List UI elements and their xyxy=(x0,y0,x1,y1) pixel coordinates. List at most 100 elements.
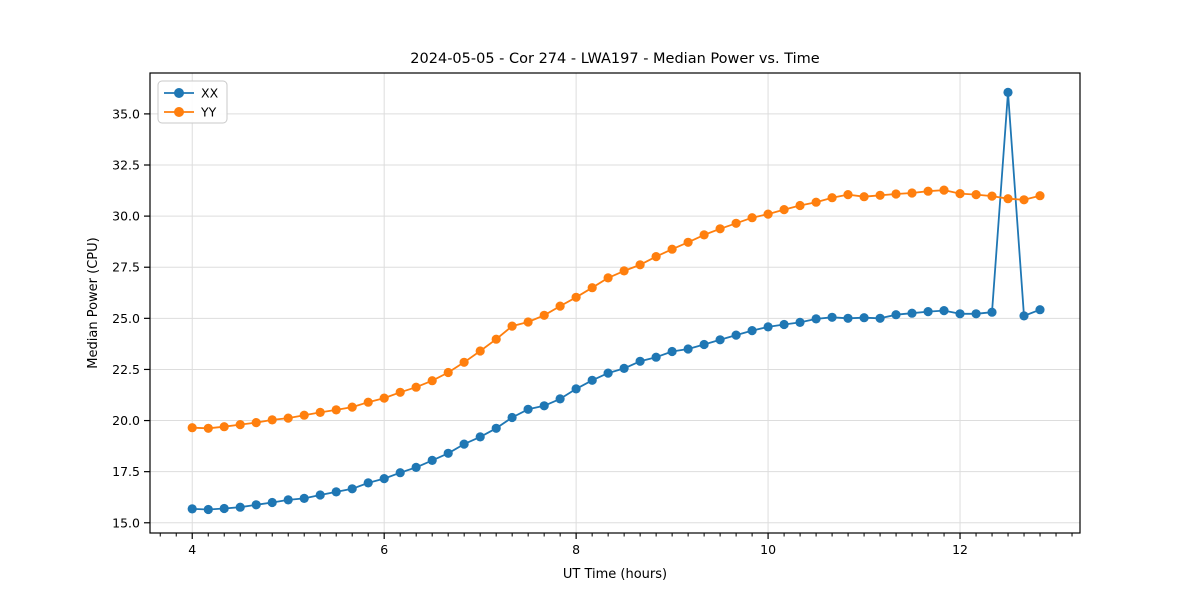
data-point-yy xyxy=(1035,191,1045,201)
data-point-xx xyxy=(1035,305,1045,315)
data-point-yy xyxy=(891,189,901,199)
data-point-xx xyxy=(555,394,565,404)
legend-label-yy: YY xyxy=(200,105,217,120)
data-point-yy xyxy=(491,334,501,344)
data-point-yy xyxy=(811,197,821,207)
data-point-yy xyxy=(363,397,373,407)
data-point-xx xyxy=(395,468,405,478)
data-point-xx xyxy=(667,346,677,357)
data-point-xx xyxy=(779,319,789,330)
data-point-yy xyxy=(443,367,453,378)
data-point-yy xyxy=(635,260,645,270)
y-axis-label: Median Power (CPU) xyxy=(86,237,101,368)
data-point-yy xyxy=(411,382,421,392)
data-point-yy xyxy=(475,346,485,356)
series-yy xyxy=(187,185,1045,433)
legend-marker-xx xyxy=(174,88,184,98)
series-layer xyxy=(187,87,1045,515)
tick-layer: 4 6 8 10 12 15.0 17.5 20.0 22.5 25.0 27.5 30.0 32.5 3… xyxy=(112,106,1073,557)
legend: XX YY xyxy=(157,80,228,124)
data-point-xx xyxy=(347,484,357,494)
x-tick-label: 8 xyxy=(572,542,580,557)
data-point-xx xyxy=(619,363,629,373)
data-point-xx xyxy=(939,306,949,316)
series-xx xyxy=(187,87,1045,515)
data-point-yy xyxy=(875,190,885,200)
y-tick-label: 20.0 xyxy=(112,413,140,428)
data-point-yy xyxy=(587,283,597,293)
data-point-xx xyxy=(523,404,533,414)
data-point-yy xyxy=(347,402,357,412)
data-point-yy xyxy=(763,209,773,219)
data-point-yy xyxy=(379,393,389,403)
data-point-yy xyxy=(523,317,533,327)
data-point-yy xyxy=(747,213,757,223)
data-point-xx xyxy=(363,478,373,488)
legend-marker-yy xyxy=(174,107,184,117)
data-point-xx xyxy=(315,490,325,500)
data-point-xx xyxy=(219,503,229,514)
data-point-xx xyxy=(795,317,805,327)
data-point-yy xyxy=(235,420,245,430)
data-point-xx xyxy=(587,375,597,385)
y-tick-label: 15.0 xyxy=(112,515,140,530)
data-point-xx xyxy=(747,326,757,336)
plot-border xyxy=(149,72,1081,534)
data-point-yy xyxy=(939,185,949,195)
data-point-xx xyxy=(267,497,277,508)
data-point-xx xyxy=(875,313,885,323)
data-point-xx xyxy=(763,322,773,332)
data-point-yy xyxy=(203,423,213,433)
data-point-yy xyxy=(779,205,789,215)
data-point-xx xyxy=(203,504,213,515)
data-point-yy xyxy=(987,191,997,201)
data-point-xx xyxy=(1019,311,1029,321)
legend-item-yy: YY xyxy=(164,105,217,120)
x-tick-label: 12 xyxy=(952,542,968,557)
data-point-xx xyxy=(603,368,613,378)
data-point-xx xyxy=(923,307,933,317)
data-point-yy xyxy=(923,186,933,196)
data-point-xx xyxy=(475,432,485,442)
data-point-xx xyxy=(827,312,837,322)
y-tick-label: 17.5 xyxy=(112,464,140,479)
legend-label-xx: XX xyxy=(201,86,219,101)
data-point-xx xyxy=(411,462,421,472)
data-point-yy xyxy=(683,237,693,247)
data-point-xx xyxy=(443,448,453,458)
data-point-xx xyxy=(635,356,645,366)
grid-layer xyxy=(150,73,1080,533)
data-point-xx xyxy=(379,474,389,484)
data-point-xx xyxy=(683,344,693,354)
data-point-xx xyxy=(859,313,869,323)
data-point-xx xyxy=(731,330,741,340)
data-point-yy xyxy=(827,193,837,203)
x-tick-label: 6 xyxy=(380,542,388,557)
x-tick-label: 10 xyxy=(760,542,776,557)
y-tick-label: 32.5 xyxy=(112,158,140,173)
data-point-xx xyxy=(187,504,197,514)
x-tick-label: 4 xyxy=(188,542,196,557)
data-point-xx xyxy=(539,401,549,411)
data-point-yy xyxy=(1019,195,1029,205)
data-point-xx xyxy=(251,500,261,510)
data-point-xx xyxy=(955,309,965,319)
data-point-xx xyxy=(699,339,709,350)
data-point-xx xyxy=(491,423,501,433)
y-tick-label: 22.5 xyxy=(112,362,140,377)
data-point-xx xyxy=(299,493,309,503)
data-point-xx xyxy=(843,313,853,323)
data-point-xx xyxy=(651,352,661,362)
data-point-yy xyxy=(603,273,613,283)
data-point-xx xyxy=(459,439,469,449)
data-point-xx xyxy=(427,455,437,465)
data-point-yy xyxy=(971,190,981,200)
data-point-yy xyxy=(651,252,661,262)
data-point-yy xyxy=(907,188,917,198)
data-point-yy xyxy=(299,410,309,420)
data-point-xx xyxy=(331,487,341,497)
data-point-xx xyxy=(1003,87,1013,97)
data-point-xx xyxy=(507,412,517,423)
data-point-yy xyxy=(731,218,741,228)
data-point-yy xyxy=(955,189,965,199)
